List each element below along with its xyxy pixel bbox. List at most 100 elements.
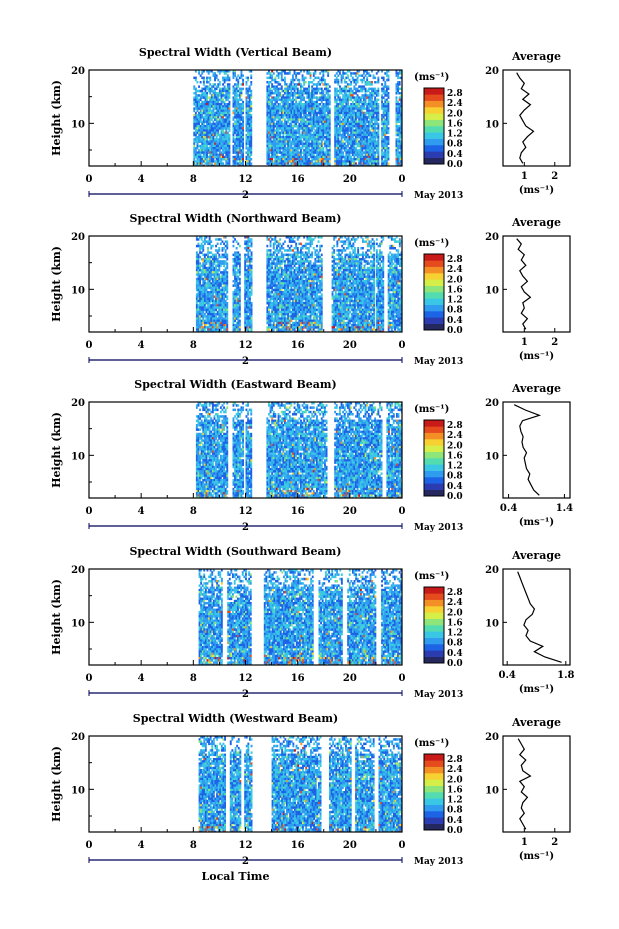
- heatmap-cell: [234, 164, 236, 166]
- heatmap-cell: [340, 155, 343, 159]
- heatmap-cell: [272, 114, 275, 117]
- heatmap-cell: [287, 142, 290, 146]
- panel-1: Spectral Width (Northward Beam)2010Heigh…: [50, 212, 571, 367]
- heatmap-cell: [198, 94, 200, 97]
- heatmap-cell: [311, 116, 314, 119]
- heatmap-cell: [210, 313, 213, 316]
- heatmap-cell: [235, 273, 238, 276]
- heatmap-cell: [306, 138, 309, 141]
- heatmap-cell: [218, 299, 221, 303]
- heatmap-cell: [290, 151, 293, 154]
- heatmap-cell: [320, 138, 323, 141]
- heatmap-cell: [359, 131, 362, 135]
- heatmap-cell: [198, 122, 200, 126]
- heatmap-cell: [203, 262, 206, 265]
- heatmap-cell: [337, 151, 340, 154]
- heatmap-cell: [324, 78, 326, 82]
- heatmap-cell: [303, 70, 306, 73]
- heatmap-cell: [234, 262, 236, 265]
- heatmap-cell: [300, 111, 302, 115]
- heatmap-cell: [266, 122, 269, 126]
- heatmap-cell: [375, 114, 378, 117]
- heatmap-cell: [266, 105, 269, 108]
- heatmap-cell: [196, 131, 199, 135]
- heatmap-cell: [234, 142, 236, 146]
- heatmap-cell: [295, 116, 298, 119]
- heatmap-cell: [343, 78, 346, 82]
- heatmap-cell: [319, 109, 322, 113]
- heatmap-cell: [384, 83, 387, 86]
- heatmap-cell: [196, 116, 199, 119]
- heatmap-cell: [293, 142, 296, 146]
- heatmap-cell: [216, 249, 219, 252]
- heatmap-cell: [238, 105, 241, 108]
- heatmap-cell: [328, 164, 331, 166]
- heatmap-cell: [237, 149, 240, 152]
- heatmap-cell: [268, 72, 270, 75]
- heatmap-cell: [222, 140, 224, 143]
- heatmap-cell: [293, 87, 296, 91]
- heatmap-cell: [292, 162, 294, 165]
- heatmap-cell: [193, 142, 196, 146]
- heatmap-cell: [266, 100, 269, 104]
- heatmap-cell: [204, 144, 207, 148]
- heatmap-cell: [215, 284, 217, 287]
- heatmap-cell: [382, 142, 385, 146]
- heatmap-cell: [237, 107, 240, 110]
- heatmap-cell: [195, 295, 198, 298]
- heatmap-cell: [232, 72, 235, 75]
- heatmap-cell: [377, 155, 380, 159]
- heatmap-cell: [293, 131, 296, 135]
- heatmap-cell: [371, 111, 373, 115]
- heatmap-cell: [235, 96, 238, 99]
- heatmap-cell: [226, 116, 229, 119]
- heatmap-cell: [224, 280, 227, 283]
- heatmap-cell: [206, 116, 208, 119]
- heatmap-cell: [308, 131, 310, 135]
- heatmap-cell: [372, 74, 375, 77]
- heatmap-cell: [218, 249, 221, 252]
- heatmap-cell: [247, 120, 249, 124]
- heatmap-cell: [400, 131, 402, 135]
- heatmap-cell: [272, 96, 275, 99]
- heatmap-cell: [208, 242, 211, 246]
- heatmap-cell: [308, 109, 310, 113]
- heatmap-cell: [205, 260, 208, 263]
- heatmap-cell: [201, 138, 204, 141]
- heatmap-cell: [350, 129, 353, 132]
- heatmap-cell: [282, 131, 285, 135]
- heatmap-cell: [228, 164, 231, 166]
- heatmap-cell: [385, 158, 388, 161]
- heatmap-cell: [223, 72, 226, 75]
- heatmap-cell: [327, 109, 330, 113]
- heatmap-cell: [298, 109, 301, 113]
- heatmap-cell: [358, 85, 361, 88]
- heatmap-cell: [363, 120, 365, 124]
- heatmap-cell: [250, 147, 253, 150]
- heatmap-cell: [237, 291, 240, 294]
- heatmap-cell: [287, 144, 290, 148]
- heatmap-cell: [335, 120, 338, 124]
- heatmap-cell: [287, 116, 290, 119]
- heatmap-cell: [272, 142, 275, 146]
- heatmap-cell: [203, 306, 206, 309]
- heatmap-cell: [375, 120, 378, 124]
- heatmap-cell: [361, 125, 364, 128]
- heatmap-cell: [208, 308, 211, 312]
- heatmap-cell: [226, 326, 229, 329]
- heatmap-cell: [345, 155, 348, 159]
- heatmap-cell: [324, 83, 326, 86]
- heatmap-cell: [303, 153, 306, 157]
- heatmap-cell: [201, 92, 204, 95]
- heatmap-cell: [204, 155, 207, 159]
- heatmap-cell: [194, 89, 197, 93]
- heatmap-cell: [208, 299, 211, 303]
- heatmap-cell: [209, 78, 212, 82]
- heatmap-cell: [198, 98, 200, 102]
- heatmap-cell: [205, 299, 208, 303]
- heatmap-cell: [225, 98, 228, 102]
- heatmap-cell: [199, 249, 201, 252]
- heatmap-cell: [356, 131, 359, 135]
- heatmap-cell: [334, 127, 337, 130]
- heatmap-cell: [199, 129, 202, 132]
